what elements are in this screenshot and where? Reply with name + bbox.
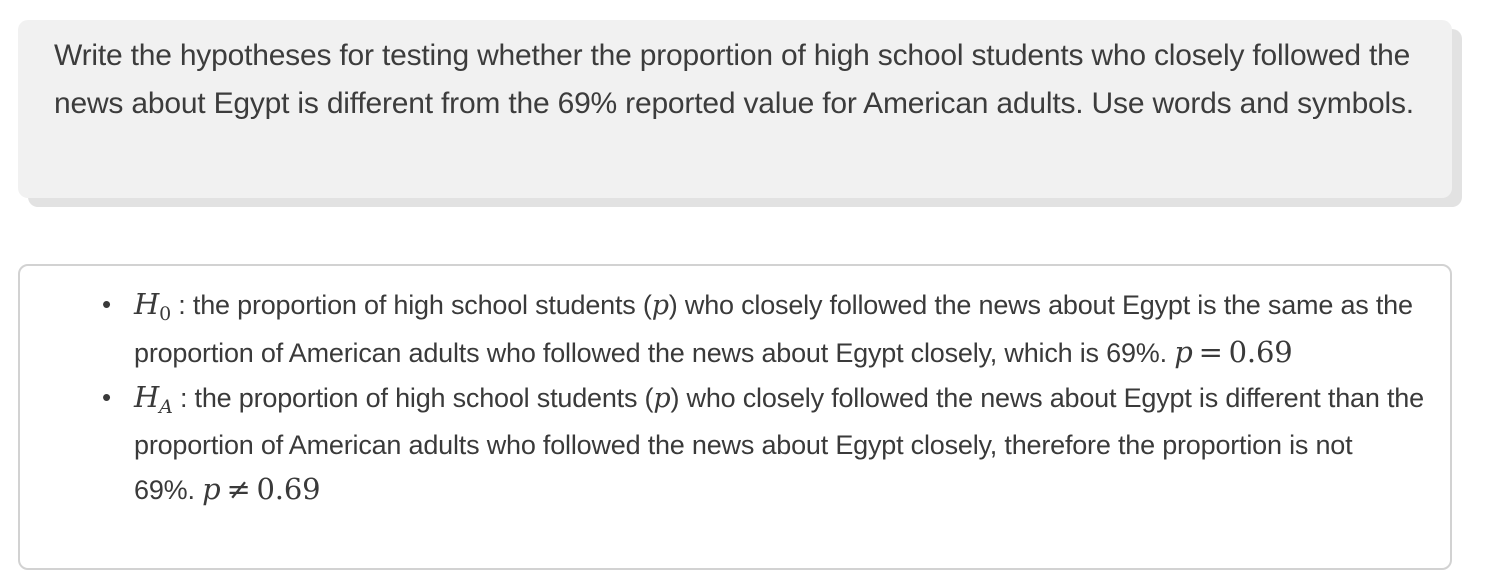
equation-lhs: p (202, 472, 221, 506)
equation-lhs: p (1174, 335, 1193, 369)
hypothesis-text-start: : the proportion of high school students… (179, 383, 654, 413)
bullet-icon: • (102, 289, 111, 319)
answer-box: • H0 : the proportion of high school stud… (18, 264, 1452, 570)
proportion-variable: p (653, 383, 671, 414)
hypothesis-text-end: ) who closely followed the news about Eg… (134, 290, 1413, 368)
hypothesis-subscript: A (159, 396, 173, 418)
hypothesis-text-end: ) who closely followed the news about Eg… (134, 383, 1424, 505)
hypotheses-list: • H0 : the proportion of high school stud… (102, 282, 1424, 512)
hypothesis-symbol: H (134, 380, 160, 414)
hypothesis-symbol: H (134, 287, 160, 321)
bullet-icon: • (102, 382, 111, 412)
question-box: Write the hypotheses for testing whether… (18, 20, 1452, 198)
null-hypothesis: • H0 : the proportion of high school stud… (102, 282, 1424, 375)
alternative-hypothesis: • HA : the proportion of high school stud… (102, 375, 1424, 512)
equation-rhs: 0.69 (256, 472, 321, 506)
equation-operator: ≠ (226, 472, 251, 506)
proportion-variable: p (651, 290, 669, 321)
hypothesis-subscript: 0 (159, 303, 171, 325)
question-text: Write the hypotheses for testing whether… (54, 39, 1414, 120)
equation-operator: = (1198, 335, 1223, 369)
equation-rhs: 0.69 (1228, 335, 1293, 369)
hypothesis-text-start: : the proportion of high school students… (178, 290, 652, 320)
